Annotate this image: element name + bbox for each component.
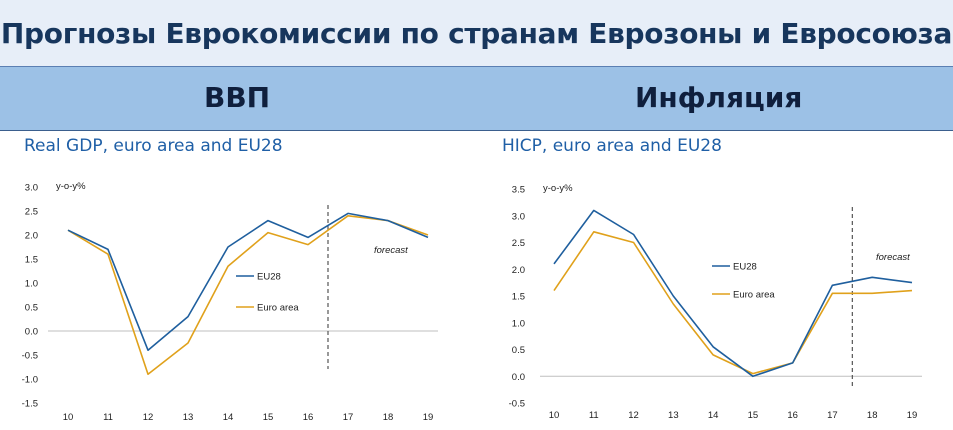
hicp-x-tick-label: 14 [708,410,719,421]
hicp-forecast-label: forecast [876,252,910,263]
hicp-y-tick-label: 3.0 [512,211,525,222]
gdp-x-tick-label: 19 [423,412,434,423]
hicp-x-tick-label: 11 [589,410,599,421]
hicp-x-tick-label: 12 [628,410,639,421]
gdp-unit-label: y-o-y% [56,181,86,192]
hicp-legend-euro-area-label: Euro area [733,290,775,301]
gdp-x-tick-label: 10 [63,412,74,423]
gdp-x-tick-label: 18 [383,412,394,423]
gdp-y-tick-label: 2.5 [25,207,38,218]
page-title: Прогнозы Еврокомиссии по странам Еврозон… [0,16,953,50]
hicp-y-tick-label: 1.5 [512,292,525,303]
hicp-x-tick-label: 18 [867,410,878,421]
hicp-chart-title: HICP, euro area and EU28 [502,136,722,156]
hicp-unit-label: y-o-y% [543,183,573,194]
gdp-x-tick-label: 12 [143,412,154,423]
gdp-y-tick-label: -1.0 [22,375,38,386]
hicp-y-tick-label: 0.5 [512,345,525,356]
gdp-x-tick-label: 11 [103,412,113,423]
hicp-y-tick-label: 2.0 [512,265,525,276]
hicp-x-tick-label: 15 [748,410,759,421]
page-title-bar: Прогнозы Еврокомиссии по странам Еврозон… [0,0,953,67]
gdp-y-tick-label: 3.0 [25,183,38,194]
hicp-y-tick-label: 3.5 [512,185,525,196]
gdp-y-tick-label: 2.0 [25,231,38,242]
gdp-x-tick-label: 16 [303,412,314,423]
hicp-x-tick-label: 17 [827,410,838,421]
gdp-section-label: ВВП [204,81,271,114]
gdp-x-tick-label: 14 [223,412,234,423]
hicp-y-tick-label: -0.5 [509,399,525,410]
gdp-y-tick-label: 1.5 [25,255,38,266]
hicp-x-tick-label: 13 [668,410,679,421]
hicp-y-tick-label: 1.0 [512,318,525,329]
hicp-series-euro-area-line [553,231,913,375]
gdp-series-eu28-line [67,212,429,351]
hicp-y-tick-label: 2.5 [512,238,525,249]
gdp-legend-euro-area-label: Euro area [257,303,299,314]
hicp-x-tick-label: 19 [907,410,918,421]
hicp-series-eu28-line [553,209,913,378]
gdp-y-tick-label: 1.0 [25,279,38,290]
gdp-y-tick-label: 0.5 [25,303,38,314]
hicp-x-tick-label: 10 [549,410,560,421]
gdp-legend-eu28-label: EU28 [257,272,281,283]
inflation-section-label: Инфляция [635,81,803,114]
gdp-y-tick-label: -0.5 [22,351,38,362]
gdp-forecast-label: forecast [374,245,408,256]
section-header-bar: ВВП Инфляция [0,67,953,131]
hicp-legend-eu28-label: EU28 [733,262,757,273]
hicp-y-tick-label: 0.0 [512,372,525,383]
hicp-x-tick-label: 16 [787,410,798,421]
gdp-series-euro-area-line [67,215,429,375]
gdp-x-tick-label: 13 [183,412,194,423]
gdp-y-tick-label: 0.0 [25,327,38,338]
gdp-x-tick-label: 17 [343,412,354,423]
gdp-chart-title: Real GDP, euro area and EU28 [24,136,283,156]
gdp-y-tick-label: -1.5 [22,399,38,410]
gdp-x-tick-label: 15 [263,412,274,423]
